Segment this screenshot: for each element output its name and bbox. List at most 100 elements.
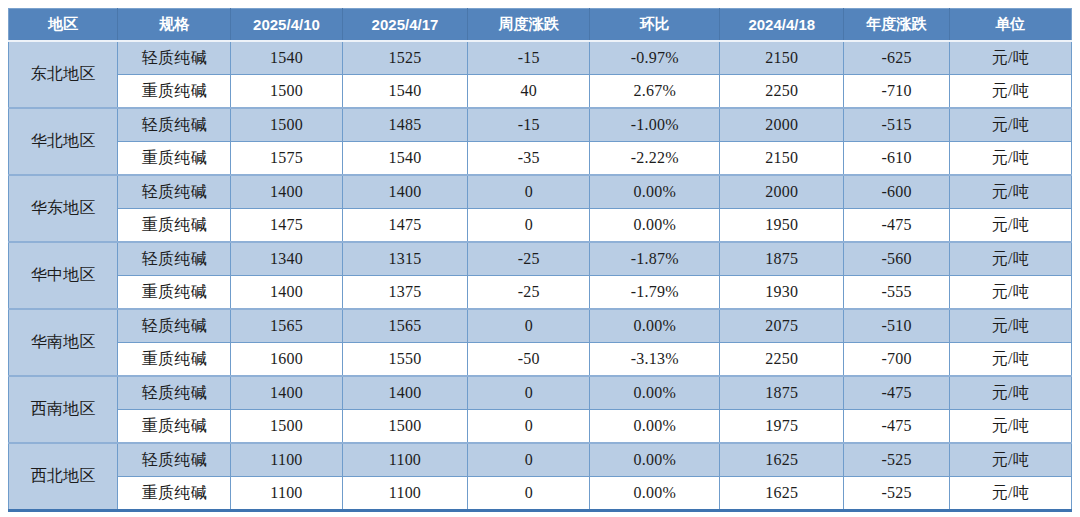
header-yearly-change: 年度涨跌 xyxy=(844,9,949,42)
lastyear-price-cell: 1625 xyxy=(720,443,844,477)
spec-cell: 轻质纯碱 xyxy=(118,108,231,142)
spec-cell: 重质纯碱 xyxy=(118,75,231,109)
lastyear-price-cell: 2150 xyxy=(720,142,844,176)
yearly-change-cell: -610 xyxy=(844,142,949,176)
yearly-change-cell: -510 xyxy=(844,309,949,343)
unit-cell: 元/吨 xyxy=(949,209,1071,243)
header-spec: 规格 xyxy=(118,9,231,42)
spec-cell: 重质纯碱 xyxy=(118,276,231,310)
region-cell: 华北地区 xyxy=(9,108,118,175)
yearly-change-cell: -560 xyxy=(844,242,949,276)
unit-cell: 元/吨 xyxy=(949,343,1071,377)
lastyear-price-cell: 2000 xyxy=(720,175,844,209)
price-curr-cell: 1540 xyxy=(342,142,467,176)
table-row: 华中地区 轻质纯碱 1340 1315 -25 -1.87% 1875 -560… xyxy=(9,242,1072,276)
table-body: 东北地区 轻质纯碱 1540 1525 -15 -0.97% 2150 -625… xyxy=(9,41,1072,511)
unit-cell: 元/吨 xyxy=(949,175,1071,209)
price-curr-cell: 1525 xyxy=(342,41,467,75)
header-row: 地区 规格 2025/4/10 2025/4/17 周度涨跌 环比 2024/4… xyxy=(9,9,1072,42)
price-curr-cell: 1100 xyxy=(342,477,467,511)
table-row: 重质纯碱 1575 1540 -35 -2.22% 2150 -610 元/吨 xyxy=(9,142,1072,176)
price-prev-cell: 1100 xyxy=(231,443,343,477)
unit-cell: 元/吨 xyxy=(949,410,1071,444)
wow-cell: -0.97% xyxy=(590,41,720,75)
header-date-lastyear: 2024/4/18 xyxy=(720,9,844,42)
yearly-change-cell: -515 xyxy=(844,108,949,142)
price-curr-cell: 1540 xyxy=(342,75,467,109)
price-prev-cell: 1540 xyxy=(231,41,343,75)
table-row: 重质纯碱 1500 1500 0 0.00% 1975 -475 元/吨 xyxy=(9,410,1072,444)
spec-cell: 轻质纯碱 xyxy=(118,41,231,75)
price-prev-cell: 1575 xyxy=(231,142,343,176)
yearly-change-cell: -475 xyxy=(844,376,949,410)
price-curr-cell: 1485 xyxy=(342,108,467,142)
wow-cell: -1.87% xyxy=(590,242,720,276)
table-row: 重质纯碱 1500 1540 40 2.67% 2250 -710 元/吨 xyxy=(9,75,1072,109)
spec-cell: 重质纯碱 xyxy=(118,343,231,377)
unit-cell: 元/吨 xyxy=(949,443,1071,477)
yearly-change-cell: -525 xyxy=(844,477,949,511)
region-cell: 华东地区 xyxy=(9,175,118,242)
weekly-change-cell: -15 xyxy=(468,41,590,75)
header-date-prev: 2025/4/10 xyxy=(231,9,343,42)
region-cell: 华中地区 xyxy=(9,242,118,309)
spec-cell: 轻质纯碱 xyxy=(118,443,231,477)
wow-cell: 0.00% xyxy=(590,309,720,343)
price-prev-cell: 1100 xyxy=(231,477,343,511)
wow-cell: -1.79% xyxy=(590,276,720,310)
weekly-change-cell: -35 xyxy=(468,142,590,176)
weekly-change-cell: 0 xyxy=(468,175,590,209)
weekly-change-cell: 40 xyxy=(468,75,590,109)
weekly-change-cell: 0 xyxy=(468,443,590,477)
price-curr-cell: 1500 xyxy=(342,410,467,444)
wow-cell: 0.00% xyxy=(590,410,720,444)
spec-cell: 重质纯碱 xyxy=(118,142,231,176)
unit-cell: 元/吨 xyxy=(949,75,1071,109)
lastyear-price-cell: 2075 xyxy=(720,309,844,343)
spec-cell: 轻质纯碱 xyxy=(118,376,231,410)
lastyear-price-cell: 1625 xyxy=(720,477,844,511)
yearly-change-cell: -555 xyxy=(844,276,949,310)
lastyear-price-cell: 1875 xyxy=(720,376,844,410)
spec-cell: 轻质纯碱 xyxy=(118,175,231,209)
price-prev-cell: 1565 xyxy=(231,309,343,343)
price-prev-cell: 1500 xyxy=(231,75,343,109)
unit-cell: 元/吨 xyxy=(949,376,1071,410)
lastyear-price-cell: 1950 xyxy=(720,209,844,243)
header-date-curr: 2025/4/17 xyxy=(342,9,467,42)
unit-cell: 元/吨 xyxy=(949,41,1071,75)
header-region: 地区 xyxy=(9,9,118,42)
price-prev-cell: 1400 xyxy=(231,276,343,310)
weekly-change-cell: 0 xyxy=(468,410,590,444)
table-row: 华南地区 轻质纯碱 1565 1565 0 0.00% 2075 -510 元/… xyxy=(9,309,1072,343)
table-row: 重质纯碱 1100 1100 0 0.00% 1625 -525 元/吨 xyxy=(9,477,1072,511)
yearly-change-cell: -475 xyxy=(844,209,949,243)
unit-cell: 元/吨 xyxy=(949,142,1071,176)
price-prev-cell: 1600 xyxy=(231,343,343,377)
wow-cell: 0.00% xyxy=(590,477,720,511)
unit-cell: 元/吨 xyxy=(949,477,1071,511)
lastyear-price-cell: 2250 xyxy=(720,343,844,377)
wow-cell: 0.00% xyxy=(590,209,720,243)
weekly-change-cell: 0 xyxy=(468,309,590,343)
price-curr-cell: 1100 xyxy=(342,443,467,477)
soda-ash-price-table: 地区 规格 2025/4/10 2025/4/17 周度涨跌 环比 2024/4… xyxy=(8,8,1072,512)
header-weekly-change: 周度涨跌 xyxy=(468,9,590,42)
wow-cell: 2.67% xyxy=(590,75,720,109)
weekly-change-cell: -15 xyxy=(468,108,590,142)
report-page: 地区 规格 2025/4/10 2025/4/17 周度涨跌 环比 2024/4… xyxy=(0,0,1080,517)
price-prev-cell: 1340 xyxy=(231,242,343,276)
price-curr-cell: 1475 xyxy=(342,209,467,243)
yearly-change-cell: -625 xyxy=(844,41,949,75)
region-cell: 东北地区 xyxy=(9,41,118,108)
table-row: 重质纯碱 1600 1550 -50 -3.13% 2250 -700 元/吨 xyxy=(9,343,1072,377)
weekly-change-cell: 0 xyxy=(468,477,590,511)
table-row: 西南地区 轻质纯碱 1400 1400 0 0.00% 1875 -475 元/… xyxy=(9,376,1072,410)
lastyear-price-cell: 2250 xyxy=(720,75,844,109)
region-cell: 华南地区 xyxy=(9,309,118,376)
price-prev-cell: 1475 xyxy=(231,209,343,243)
table-header: 地区 规格 2025/4/10 2025/4/17 周度涨跌 环比 2024/4… xyxy=(9,9,1072,42)
table-row: 东北地区 轻质纯碱 1540 1525 -15 -0.97% 2150 -625… xyxy=(9,41,1072,75)
unit-cell: 元/吨 xyxy=(949,108,1071,142)
lastyear-price-cell: 1975 xyxy=(720,410,844,444)
